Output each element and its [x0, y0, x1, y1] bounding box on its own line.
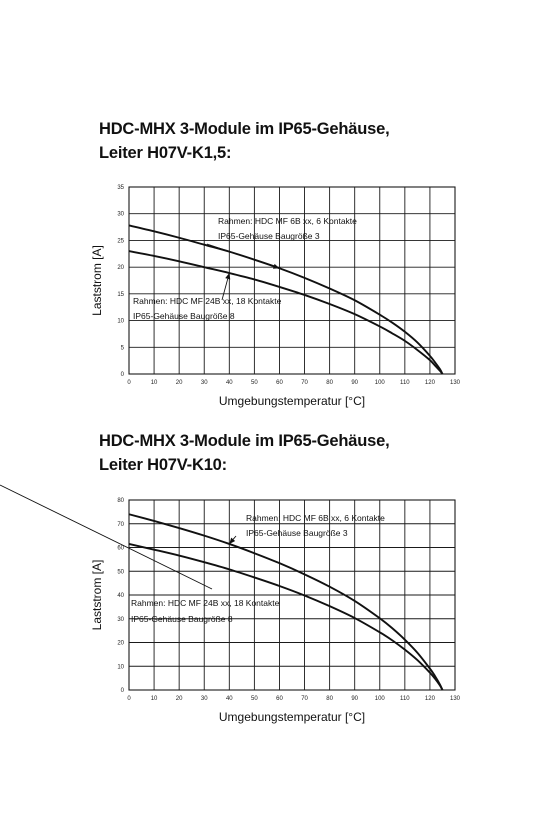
chart-2: 0 10 20 30 40 50 60 70 80 90 100 110 120 130 0 10 20 30 40… [0, 484, 461, 724]
y-tick-label: 30 [117, 617, 124, 623]
x-tick-label: 20 [176, 696, 183, 702]
x-tick-label: 100 [375, 696, 386, 702]
x-tick-label: 90 [351, 696, 358, 702]
annotation-arrow [206, 243, 274, 267]
x-tick-label: 50 [251, 696, 258, 702]
x-axis-label: Umgebungstemperatur [°C] [219, 394, 365, 408]
series-label-2-line1: Rahmen: HDC MF 24B xx, 18 Kontakte [131, 598, 280, 608]
y-tick-label: 10 [117, 319, 124, 325]
y-tick-label: 30 [117, 212, 124, 218]
x-tick-label: 120 [425, 380, 436, 386]
x-tick-label: 110 [400, 380, 410, 386]
x-tick-label: 60 [276, 696, 283, 702]
y-tick-label: 0 [121, 372, 125, 378]
chart-title-2-line2: Leiter H07V-K10: [99, 456, 227, 474]
y-axis-label: Laststrom [A] [90, 245, 104, 316]
chart-title-1-line2: Leiter H07V-K1,5: [99, 144, 232, 162]
x-tick-label: 130 [450, 380, 461, 386]
chart-title-1-line1: HDC-MHX 3-Module im IP65-Gehäuse, [99, 120, 390, 138]
y-tick-label: 10 [117, 664, 124, 670]
y-tick-label: 0 [121, 688, 125, 694]
y-tick-label: 20 [117, 641, 124, 647]
y-tick-label: 5 [121, 345, 125, 351]
x-tick-label: 50 [251, 380, 258, 386]
x-tick-label: 30 [201, 696, 208, 702]
annotation-arrowhead [229, 537, 236, 544]
x-tick-label: 110 [400, 696, 410, 702]
x-axis-label: Umgebungstemperatur [°C] [219, 710, 365, 724]
series-label-2-line2: IP65-Gehäuse Baugröße 8 [131, 614, 233, 624]
y-tick-label: 35 [117, 185, 124, 191]
x-tick-label: 40 [226, 380, 233, 386]
x-tick-label: 90 [351, 380, 358, 386]
y-tick-label: 80 [117, 498, 124, 504]
series-line-2 [128, 543, 444, 691]
series-line-2 [128, 250, 444, 375]
x-tick-label: 40 [226, 696, 233, 702]
plot-frame [128, 186, 456, 375]
annotation-arrow [232, 535, 237, 540]
y-tick-label: 50 [117, 569, 124, 575]
y-tick-label: 25 [117, 238, 124, 244]
annotation-arrow [221, 278, 229, 301]
x-tick-label: 70 [301, 380, 308, 386]
annotation-arrow [0, 484, 213, 590]
series-label-1-line2: IP65-Gehäuse Baugröße 3 [246, 528, 348, 538]
x-tick-label: 30 [201, 380, 208, 386]
series-line-1 [128, 513, 444, 691]
y-tick-label: 20 [117, 265, 124, 271]
chart-title-2-line1: HDC-MHX 3-Module im IP65-Gehäuse, [99, 432, 390, 450]
x-tick-label: 10 [151, 380, 158, 386]
y-tick-label: 15 [117, 292, 124, 298]
series-line-1 [128, 224, 444, 375]
chart-1: 0 10 20 30 40 50 60 70 80 90 100 110 120 130 0 5 10 15 20 2… [90, 185, 461, 408]
annotation-arrowhead [272, 263, 280, 269]
annotation-arrowhead [225, 273, 231, 280]
x-tick-label: 80 [326, 696, 333, 702]
series-label-2-line2: IP65-Gehäuse Baugröße 8 [133, 311, 235, 321]
x-tick-label: 20 [176, 380, 183, 386]
x-tick-label: 60 [276, 380, 283, 386]
x-tick-label: 80 [326, 380, 333, 386]
x-tick-label: 100 [375, 380, 386, 386]
x-tick-label: 0 [127, 696, 131, 702]
series-label-1-line2: IP65-Gehäuse Baugröße 3 [218, 231, 320, 241]
plot-frame [128, 499, 456, 691]
y-tick-label: 60 [117, 546, 124, 552]
y-tick-label: 40 [117, 593, 124, 599]
x-tick-label: 120 [425, 696, 436, 702]
series-label-1-line1: Rahmen: HDC MF 6B xx, 6 Kontakte [218, 216, 357, 226]
y-axis-label: Laststrom [A] [90, 560, 104, 631]
series-label-1-line1: Rahmen: HDC MF 6B xx, 6 Kontakte [246, 513, 385, 523]
x-tick-label: 0 [127, 380, 131, 386]
x-tick-label: 130 [450, 696, 461, 702]
chart-title-1: HDC-MHX 3-Module im IP65-Gehäuse, Leiter… [99, 117, 390, 165]
x-tick-label: 10 [151, 696, 158, 702]
chart-title-2: HDC-MHX 3-Module im IP65-Gehäuse, Leiter… [99, 429, 390, 477]
x-tick-label: 70 [301, 696, 308, 702]
series-label-2-line1: Rahmen: HDC MF 24B xx, 18 Kontakte [133, 296, 282, 306]
y-tick-label: 70 [117, 522, 124, 528]
